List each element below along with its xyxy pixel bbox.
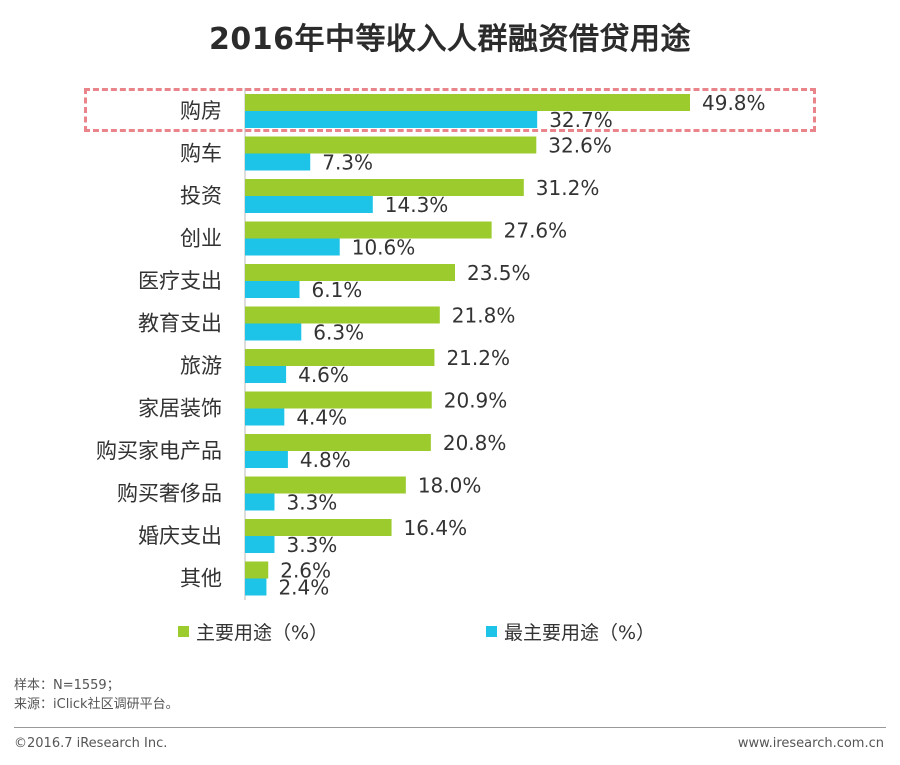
bar-primary xyxy=(245,519,392,536)
data-label-primary: 21.8% xyxy=(452,304,516,328)
data-label-primary: 49.8% xyxy=(702,91,766,115)
data-label-primary: 20.8% xyxy=(443,431,507,455)
bar-secondary xyxy=(245,493,275,511)
legend-swatch-primary xyxy=(178,626,189,637)
data-label-secondary: 3.3% xyxy=(286,491,337,515)
category-label: 旅游 xyxy=(180,354,222,378)
legend-label-primary: 主要用途（%） xyxy=(196,622,329,644)
notes: 样本：N=1559； 来源：iClick社区调研平台。 xyxy=(14,676,179,714)
data-label-secondary: 6.3% xyxy=(313,321,364,345)
category-label: 购车 xyxy=(180,142,222,166)
data-label-secondary: 14.3% xyxy=(385,193,449,217)
data-label-secondary: 3.3% xyxy=(286,533,337,557)
category-label: 投资 xyxy=(180,184,222,208)
bar-primary xyxy=(245,306,440,324)
data-label-secondary: 2.4% xyxy=(278,576,329,600)
data-label-secondary: 7.3% xyxy=(322,151,373,175)
bar-secondary xyxy=(245,323,302,341)
category-label: 医疗支出 xyxy=(138,269,222,293)
bar-primary xyxy=(245,434,431,451)
category-label: 购买家电产品 xyxy=(96,439,222,463)
bar-secondary xyxy=(245,111,538,128)
bar-secondary xyxy=(245,153,311,171)
bar-primary xyxy=(245,221,492,239)
category-label: 创业 xyxy=(180,227,222,251)
bar-secondary xyxy=(245,366,287,383)
category-label: 其他 xyxy=(180,567,222,591)
bar-secondary xyxy=(245,536,275,553)
category-label: 购房 xyxy=(180,99,222,123)
bar-primary xyxy=(245,179,524,196)
bar-chart: 购房 49.8% 32.7% 购车 32.6% 7.3% 投资 31.2% 14.3% 创业 27.… xyxy=(96,88,766,600)
bar-primary xyxy=(245,349,435,366)
category-label: 家居装饰 xyxy=(138,397,222,421)
data-label-primary: 32.6% xyxy=(548,134,612,158)
data-label-secondary: 4.4% xyxy=(296,406,347,430)
data-label-primary: 16.4% xyxy=(404,516,468,540)
data-label-secondary: 10.6% xyxy=(352,236,416,260)
bar-secondary xyxy=(245,238,340,256)
bar-primary xyxy=(245,391,432,409)
category-label: 婚庆支出 xyxy=(138,524,222,548)
bar-secondary xyxy=(245,408,285,426)
legend-swatch-secondary xyxy=(486,626,497,637)
website-link[interactable]: www.iresearch.com.cn xyxy=(737,736,884,751)
bar-secondary xyxy=(245,578,267,596)
data-label-secondary: 32.7% xyxy=(549,108,613,132)
bar-secondary xyxy=(245,196,373,213)
data-label-secondary: 4.8% xyxy=(300,448,351,472)
bar-secondary xyxy=(245,281,300,298)
bar-primary xyxy=(245,476,406,494)
highlight-box xyxy=(84,88,816,132)
legend-item-secondary: 最主要用途（%） xyxy=(486,618,655,645)
chart-title: 2016年中等收入人群融资借贷用途 xyxy=(209,22,691,57)
data-label-primary: 27.6% xyxy=(504,219,568,243)
category-label: 教育支出 xyxy=(138,312,222,336)
data-label-primary: 31.2% xyxy=(536,176,600,200)
bar-primary xyxy=(245,94,690,111)
copyright: ©2016.7 iResearch Inc. xyxy=(14,736,168,751)
category-label: 购买奢侈品 xyxy=(117,482,222,506)
data-label-primary: 18.0% xyxy=(418,474,482,498)
footer-divider xyxy=(14,727,886,728)
data-label-secondary: 4.6% xyxy=(298,363,349,387)
data-label-secondary: 6.1% xyxy=(312,278,363,302)
bar-primary xyxy=(245,136,537,154)
data-label-primary: 23.5% xyxy=(467,261,531,285)
data-label-primary: 21.2% xyxy=(446,346,510,370)
bar-primary xyxy=(245,264,455,281)
legend-item-primary: 主要用途（%） xyxy=(178,618,328,645)
bar-secondary xyxy=(245,451,288,468)
legend-label-secondary: 最主要用途（%） xyxy=(504,622,656,644)
source-note: 来源：iClick社区调研平台。 xyxy=(14,697,179,712)
data-label-primary: 2.6% xyxy=(280,559,331,583)
bar-primary xyxy=(245,561,269,579)
sample-note: 样本：N=1559； xyxy=(14,678,120,693)
data-label-primary: 20.9% xyxy=(444,389,508,413)
